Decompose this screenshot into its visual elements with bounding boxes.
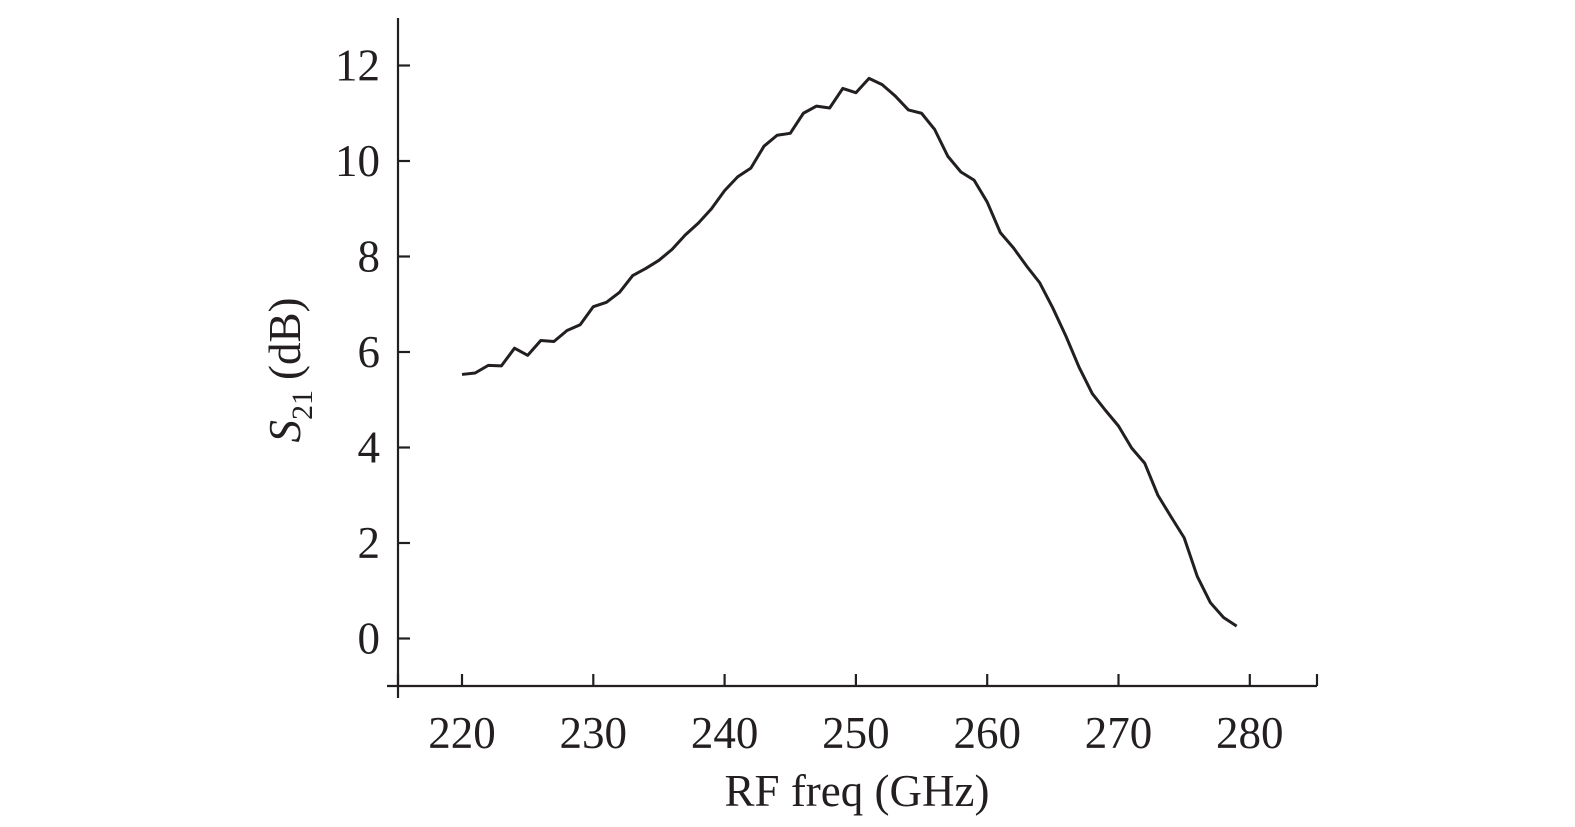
x-tick-label: 230	[560, 708, 628, 758]
x-axis-title: RF freq (GHz)	[725, 766, 990, 816]
y-tick-label: 6	[358, 327, 381, 377]
y-tick-label: 12	[335, 41, 380, 91]
s21-data-line	[461, 76, 1238, 628]
x-tick-label: 260	[953, 708, 1021, 758]
y-axis-title: S21 (dB)	[260, 298, 319, 443]
y-tick-label: 2	[358, 518, 381, 568]
y-tick-label: 0	[358, 614, 381, 664]
x-tick-label: 270	[1085, 708, 1153, 758]
x-tick-label: 240	[691, 708, 759, 758]
y-tick-label: 8	[358, 232, 381, 282]
y-tick-label: 10	[335, 136, 380, 186]
y-axis-title-subscript: 21	[286, 390, 319, 420]
x-tick-label: 250	[822, 708, 890, 758]
y-axis-ticks: 0 2 4 6 8 10 12	[335, 41, 410, 664]
x-tick-label: 220	[428, 708, 496, 758]
y-axis-title-symbol: S	[260, 420, 310, 443]
x-axis-ticks: 220 230 240 250 260 270 280	[396, 674, 1319, 758]
y-axis-title-unit: (dB)	[260, 298, 310, 381]
x-tick-label: 280	[1216, 708, 1284, 758]
y-tick-label: 4	[358, 423, 381, 473]
